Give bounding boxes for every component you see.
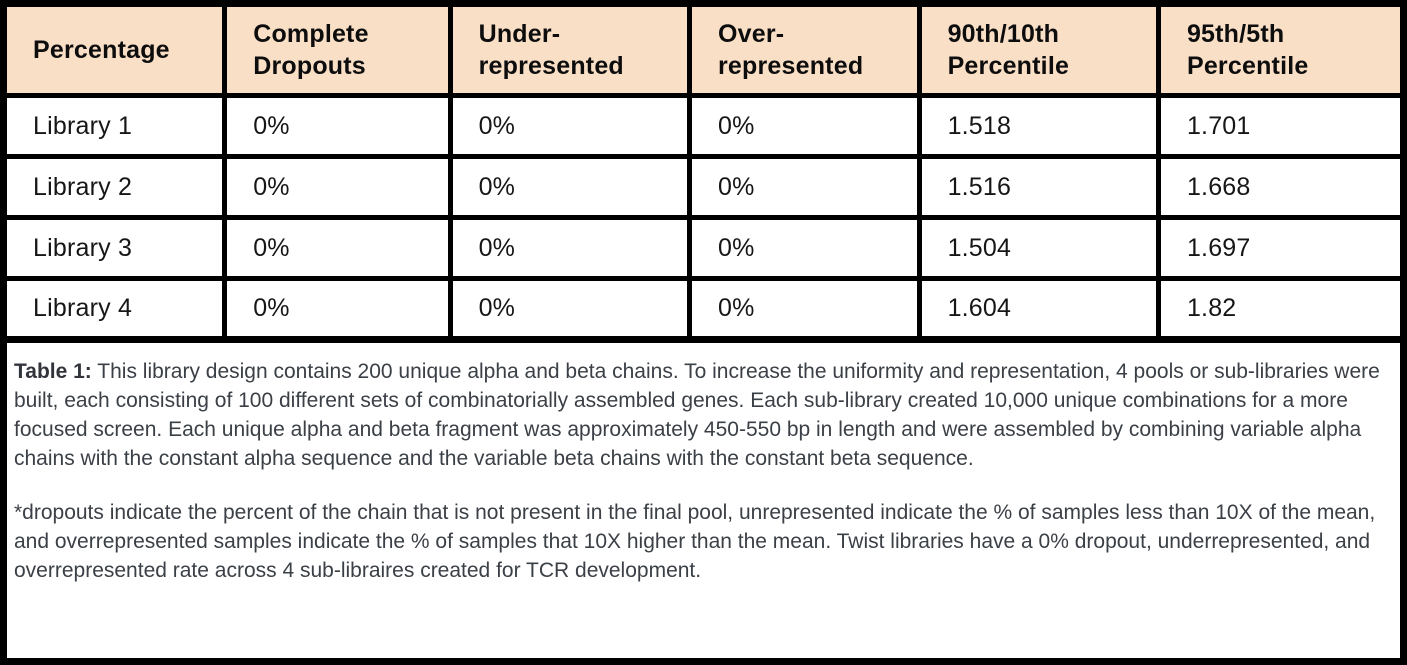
cell-90th-10th: 1.604 [916,276,1161,342]
cell-complete-dropouts: 0% [222,215,453,281]
cell-over-represented: 0% [686,215,922,281]
cell-under-represented: 0% [447,276,692,342]
table-row-library-2: Library 2 0% 0% 0% 1.516 1.668 [0,154,1407,220]
col-header-under-represented: Under- represented [447,1,692,98]
cell-under-represented: 0% [447,215,692,281]
cell-complete-dropouts: 0% [222,276,453,342]
caption-section: Table 1: This library design contains 20… [0,343,1407,665]
row-label: Library 4 [0,276,228,342]
header-row: Percentage Complete Dropouts Under- repr… [0,1,1407,98]
cell-complete-dropouts: 0% [222,93,453,159]
row-label: Library 2 [0,154,228,220]
cell-95th-5th: 1.668 [1155,154,1407,220]
row-label: Library 1 [0,93,228,159]
col-header-90th-10th-percentile: 90th/10th Percentile [916,1,1161,98]
cell-90th-10th: 1.504 [916,215,1161,281]
cell-under-represented: 0% [447,93,692,159]
cell-under-represented: 0% [447,154,692,220]
table-row-library-3: Library 3 0% 0% 0% 1.504 1.697 [0,215,1407,281]
table-caption: Table 1: This library design contains 20… [14,357,1390,473]
cell-95th-5th: 1.697 [1155,215,1407,281]
cell-over-represented: 0% [686,276,922,342]
col-header-complete-dropouts: Complete Dropouts [222,1,453,98]
cell-over-represented: 0% [686,93,922,159]
cell-90th-10th: 1.516 [916,154,1161,220]
col-header-percentage: Percentage [0,1,228,98]
cell-95th-5th: 1.82 [1155,276,1407,342]
library-uniformity-table: Percentage Complete Dropouts Under- repr… [0,0,1407,343]
cell-over-represented: 0% [686,154,922,220]
footnote: *dropouts indicate the percent of the ch… [14,501,1376,582]
caption-label: Table 1: [14,360,92,383]
cell-complete-dropouts: 0% [222,154,453,220]
table-row-library-4: Library 4 0% 0% 0% 1.604 1.82 [0,276,1407,342]
cell-90th-10th: 1.518 [916,93,1161,159]
col-header-95th-5th-percentile: 95th/5th Percentile [1155,1,1407,98]
row-label: Library 3 [0,215,228,281]
table-row-library-1: Library 1 0% 0% 0% 1.518 1.701 [0,93,1407,159]
cell-95th-5th: 1.701 [1155,93,1407,159]
col-header-over-represented: Over- represented [686,1,922,98]
caption-body: This library design contains 200 unique … [14,360,1380,470]
